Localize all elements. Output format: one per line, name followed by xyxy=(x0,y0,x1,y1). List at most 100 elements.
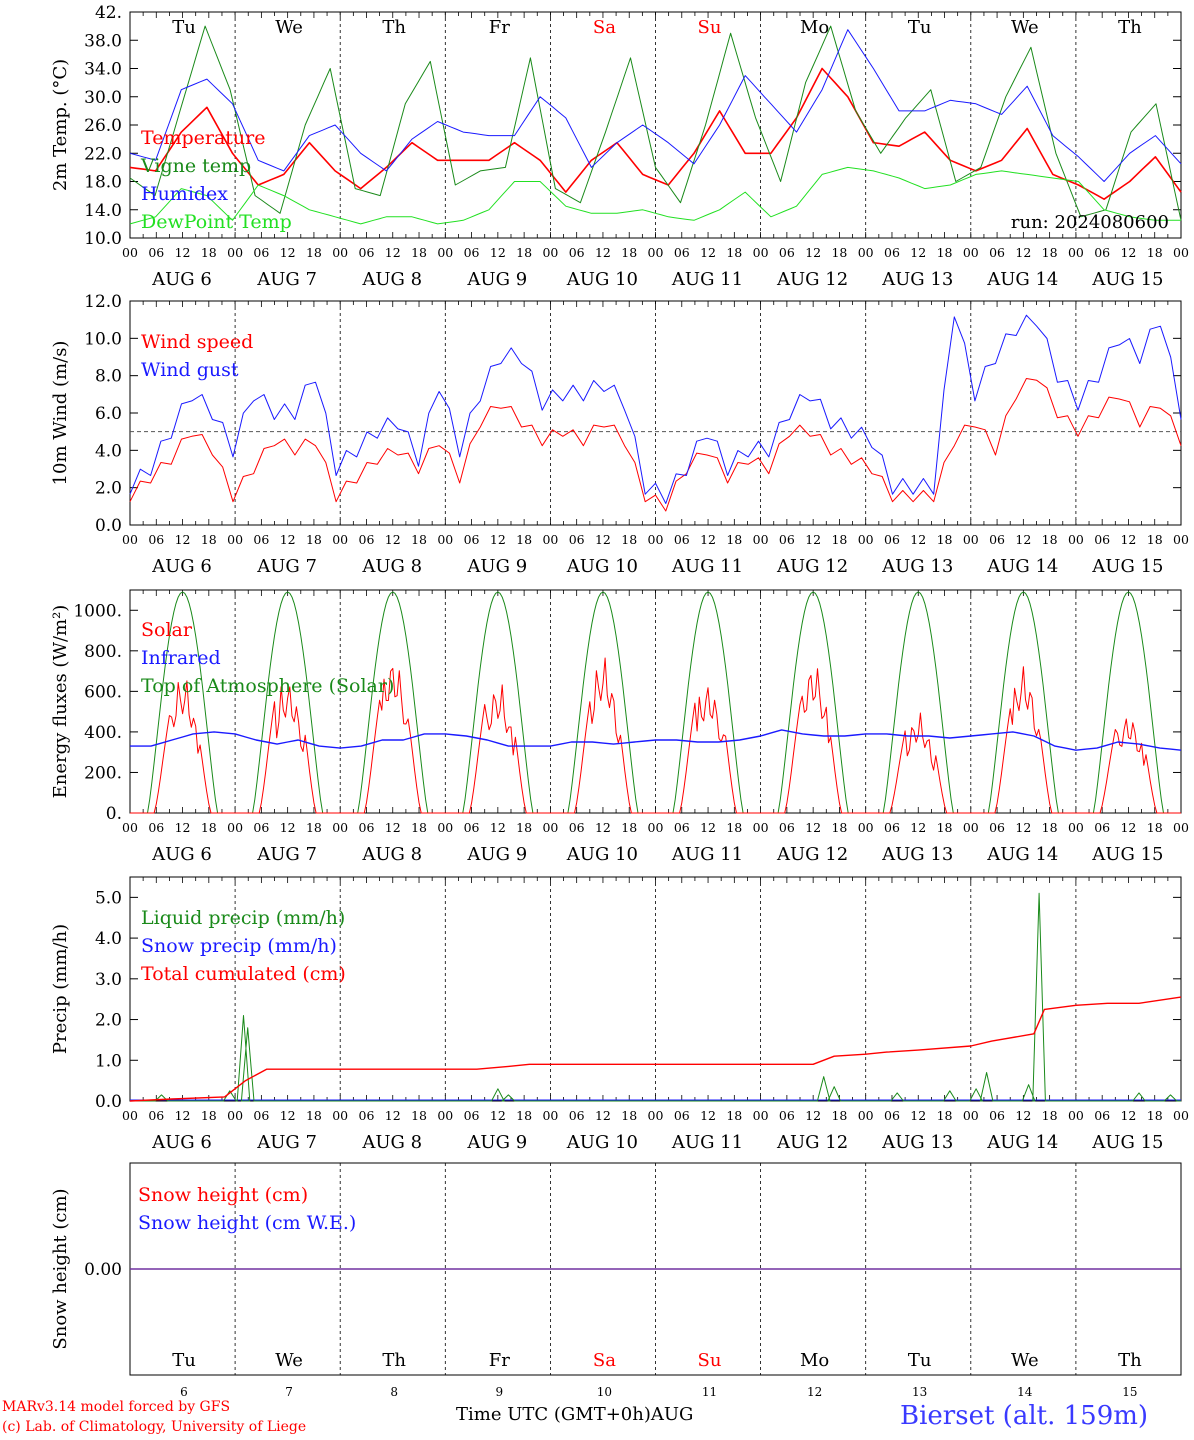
panel-3: 00 06 12 18 00 06 12 18 00 06 12 18 00 06 12 18 00 06 12 18… xyxy=(50,589,1189,865)
legend-humidex: Humidex xyxy=(141,183,228,205)
day-number-label: 9 xyxy=(495,1385,503,1399)
date-label: AUG 9 xyxy=(466,1132,527,1153)
y-tick-label: 10.0 xyxy=(84,229,122,249)
hour-tick-label: 00 xyxy=(858,1108,874,1123)
hour-tick-label: 00 xyxy=(648,820,664,835)
hour-tick-label: 06 xyxy=(253,532,269,547)
day-number-label: 13 xyxy=(912,1385,927,1399)
y-tick-label: 14.0 xyxy=(84,201,122,221)
hour-tick-label: 06 xyxy=(674,1108,690,1123)
hour-tick-label: 06 xyxy=(1094,1108,1110,1123)
hour-tick-label: 12 xyxy=(385,1108,401,1123)
y-tick-label: 1000. xyxy=(73,601,122,621)
series-wind-gust xyxy=(129,314,1182,504)
date-label: AUG 14 xyxy=(986,1132,1058,1153)
series-temperature xyxy=(129,67,1182,200)
hour-tick-label: 18 xyxy=(411,820,427,835)
hour-tick-label: 12 xyxy=(490,1108,506,1123)
hour-tick-label: 12 xyxy=(1015,820,1031,835)
hour-tick-label: 12 xyxy=(385,532,401,547)
hour-tick-label: 12 xyxy=(1120,245,1136,260)
station-name: Bierset (alt. 159m) xyxy=(900,1401,1149,1431)
hour-tick-label: 12 xyxy=(595,1108,611,1123)
hour-tick-label: 06 xyxy=(989,1108,1005,1123)
series-dewpoint-temp xyxy=(129,166,1181,225)
hour-tick-label: 18 xyxy=(516,532,532,547)
date-label: AUG 10 xyxy=(566,1132,638,1153)
hour-tick-label: 18 xyxy=(726,1108,742,1123)
hour-tick-label: 00 xyxy=(437,532,453,547)
panel-1: 00 06 12 18 00 06 12 18 00 06 12 18 00 06 12 18 00 06 12 18… xyxy=(50,3,1189,290)
date-label: AUG 8 xyxy=(361,556,422,577)
hour-tick-label: 06 xyxy=(253,820,269,835)
hour-tick-label: 18 xyxy=(1147,532,1163,547)
hour-tick-label: 00 xyxy=(122,1108,138,1123)
hour-tick-label: 00 xyxy=(227,245,243,260)
y-tick-label: 0.0 xyxy=(95,1092,122,1112)
hour-tick-label: 00 xyxy=(753,245,769,260)
hour-tick-label: 00 xyxy=(1068,820,1084,835)
credit-model: MARv3.14 model forced by GFS xyxy=(2,1399,231,1415)
hour-tick-label: 06 xyxy=(464,245,480,260)
weekday-label: Th xyxy=(382,1350,406,1371)
date-label: AUG 13 xyxy=(881,269,953,290)
day-number-label: 12 xyxy=(807,1385,822,1399)
hour-tick-label: 12 xyxy=(700,532,716,547)
date-label: AUG 15 xyxy=(1091,844,1163,865)
hour-tick-label: 18 xyxy=(621,245,637,260)
panel-4: 00 06 12 18 00 06 12 18 00 06 12 18 00 06 12 18 00 06 12 18… xyxy=(50,876,1189,1153)
hour-tick-label: 18 xyxy=(516,1108,532,1123)
y-tick-label: 0.00 xyxy=(84,1260,122,1280)
hour-tick-label: 00 xyxy=(437,245,453,260)
hour-tick-label: 00 xyxy=(122,245,138,260)
weekday-label: Th xyxy=(1118,1350,1142,1371)
y-tick-label: 22.0 xyxy=(84,144,122,164)
hour-tick-label: 12 xyxy=(1120,1108,1136,1123)
hour-tick-label: 06 xyxy=(1094,245,1110,260)
weekday-label: Tu xyxy=(908,17,932,38)
hour-tick-label: 18 xyxy=(1042,1108,1058,1123)
hour-tick-label: 12 xyxy=(805,532,821,547)
hour-tick-label: 18 xyxy=(516,820,532,835)
hour-tick-label: 12 xyxy=(175,245,191,260)
hour-tick-label: 12 xyxy=(280,245,296,260)
hour-tick-label: 00 xyxy=(753,820,769,835)
date-label: AUG 10 xyxy=(566,844,638,865)
hour-tick-label: 00 xyxy=(648,1108,664,1123)
hour-tick-label: 18 xyxy=(516,245,532,260)
hour-tick-label: 12 xyxy=(805,245,821,260)
hour-tick-label: 06 xyxy=(779,245,795,260)
series-infrared xyxy=(130,729,1182,751)
y-axis-label: Snow height (cm) xyxy=(50,1188,71,1349)
hour-tick-label: 18 xyxy=(306,820,322,835)
hour-tick-label: 06 xyxy=(989,245,1005,260)
date-label: AUG 13 xyxy=(881,556,953,577)
date-label: AUG 6 xyxy=(151,269,212,290)
hour-tick-label: 06 xyxy=(359,820,375,835)
weekday-label: Fr xyxy=(489,1350,510,1371)
date-label: AUG 15 xyxy=(1091,269,1163,290)
hour-tick-label: 00 xyxy=(753,1108,769,1123)
date-label: AUG 11 xyxy=(671,844,743,865)
hour-tick-label: 18 xyxy=(831,820,847,835)
plot-frame xyxy=(129,300,1182,526)
y-tick-label: 2.0 xyxy=(95,479,122,499)
x-axis-title: Time UTC (GMT+0h)AUG xyxy=(456,1404,694,1425)
hour-tick-label: 12 xyxy=(805,1108,821,1123)
y-tick-label: 8.0 xyxy=(95,367,122,387)
hour-tick-label: 18 xyxy=(621,1108,637,1123)
hour-tick-label: 00 xyxy=(437,1108,453,1123)
y-tick-label: 34.0 xyxy=(84,60,122,80)
legend-temperature: Temperature xyxy=(141,127,265,149)
hour-tick-label: 18 xyxy=(1147,1108,1163,1123)
hour-tick-label: 06 xyxy=(884,245,900,260)
hour-tick-label: 06 xyxy=(989,820,1005,835)
hour-tick-label: 18 xyxy=(937,1108,953,1123)
hour-tick-label: 06 xyxy=(359,532,375,547)
hour-tick-label: 00 xyxy=(227,1108,243,1123)
weekday-label: Tu xyxy=(172,17,196,38)
y-tick-label: 26.0 xyxy=(84,116,122,136)
hour-tick-label: 18 xyxy=(831,245,847,260)
hour-tick-label: 12 xyxy=(910,245,926,260)
hour-tick-label: 00 xyxy=(1173,532,1189,547)
